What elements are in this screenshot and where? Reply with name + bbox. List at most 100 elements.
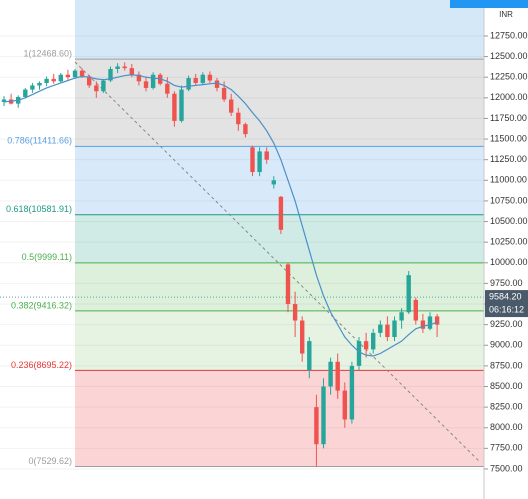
candle-body <box>349 365 355 420</box>
y-tick-label: 9250.00 <box>490 319 523 329</box>
candle-body <box>385 324 390 338</box>
candle-body <box>51 78 56 82</box>
moving-average <box>3 74 438 357</box>
candle-body <box>37 82 42 86</box>
candle-body <box>150 74 156 88</box>
candle-body <box>79 70 85 77</box>
y-tick-label: 11250.00 <box>490 154 527 164</box>
y-tick-label: 8750.00 <box>490 360 523 370</box>
candle-body <box>434 316 440 325</box>
y-tick-label: 11500.00 <box>490 133 527 143</box>
y-tick-label: 12000.00 <box>490 92 528 102</box>
candle-body <box>420 320 426 329</box>
candle-body <box>172 93 177 121</box>
candle-body <box>427 316 433 329</box>
candle-body <box>292 304 298 321</box>
candle-body <box>392 320 397 338</box>
y-tick-label: 8500.00 <box>490 381 523 391</box>
y-tick-label: 9750.00 <box>490 278 523 288</box>
y-tick-label: 10750.00 <box>490 195 528 205</box>
fib-label: 0.236(8695.22) <box>11 360 72 370</box>
candle-body <box>1 99 7 102</box>
candle-body <box>264 151 269 160</box>
candle-body <box>186 78 191 90</box>
candle-body <box>285 264 291 305</box>
candle-body <box>328 361 333 387</box>
candle-body <box>229 99 234 113</box>
y-tick-label: 10250.00 <box>490 237 528 247</box>
candle-body <box>307 341 312 371</box>
candle-body <box>136 74 142 82</box>
fib-label: 1(12468.60) <box>23 49 72 59</box>
candle-body <box>207 74 213 81</box>
candle-body <box>23 89 28 97</box>
candle-body <box>378 324 383 333</box>
y-tick-label: 11750.00 <box>490 113 527 123</box>
candle-body <box>30 85 35 90</box>
y-tick-label: 12500.00 <box>490 51 528 61</box>
fib-band <box>75 370 484 467</box>
candle-body <box>165 83 170 94</box>
fib-label: 0.786(11411.66) <box>7 136 72 146</box>
countdown: 06:16:12 <box>489 304 524 314</box>
price-label: 9584.20 <box>489 291 522 301</box>
fib-label: 0.382(9416.32) <box>11 300 72 310</box>
price-label-box <box>485 290 528 318</box>
candle-body <box>87 76 92 86</box>
fib-band <box>75 59 484 147</box>
candle-body <box>363 341 369 350</box>
y-tick-label: 11000.00 <box>490 175 527 185</box>
candle-body <box>314 407 319 445</box>
candle-body <box>300 320 305 354</box>
candle-body <box>65 74 71 78</box>
candle-body <box>335 361 340 391</box>
candle-body <box>413 299 418 321</box>
y-axis: 7500.00 7750.00 8000.00 8250.00 8500.00 8750.… <box>484 30 528 473</box>
candle-body <box>200 74 205 83</box>
candle-body <box>371 332 376 350</box>
candle-body <box>399 312 404 321</box>
plot <box>1 62 440 467</box>
top-button[interactable] <box>450 0 528 8</box>
candle-body <box>214 80 220 88</box>
fib-band <box>75 0 484 60</box>
candle-body <box>221 87 227 100</box>
fib-label: 0(7529.62) <box>28 456 72 466</box>
candle-body <box>101 80 106 92</box>
candle-body <box>129 68 134 75</box>
candle-body <box>257 151 262 173</box>
fib-label: 0.5(9999.11) <box>22 252 72 262</box>
y-tick-label: 9000.00 <box>490 340 523 350</box>
candle-body <box>193 78 198 83</box>
candle-body <box>321 386 326 445</box>
candle-body <box>243 124 248 135</box>
candle-body <box>356 341 362 366</box>
candle-body <box>122 66 127 69</box>
background: 1(12468.60) 0.786(11411.66) 0.618(10581.91… <box>0 0 484 470</box>
y-tick-label: 12250.00 <box>490 72 528 82</box>
candle-body <box>271 180 276 185</box>
candle-body <box>58 74 63 82</box>
y-tick-label: 12750.00 <box>490 30 528 40</box>
fib-label: 0.618(10581.91) <box>6 204 72 214</box>
y-tick-label: 7500.00 <box>490 463 523 473</box>
candle-body <box>72 70 78 78</box>
y-tick-label: 10000.00 <box>490 257 528 267</box>
candle-body <box>236 112 241 125</box>
candle-body <box>278 196 284 230</box>
candle-body <box>94 85 99 92</box>
y-tick-label: 7750.00 <box>490 443 523 453</box>
candle-body <box>108 68 113 81</box>
candle-body <box>115 66 120 69</box>
y-tick-label: 10500.00 <box>490 216 528 226</box>
y-tick-label: 8000.00 <box>490 422 523 432</box>
trend-line <box>74 61 481 463</box>
candle-body <box>342 390 347 420</box>
candle-body <box>250 147 255 173</box>
candle-body <box>44 78 49 83</box>
candle-body <box>143 81 149 88</box>
currency: INR <box>499 10 513 19</box>
y-tick-label: 8250.00 <box>490 401 523 411</box>
